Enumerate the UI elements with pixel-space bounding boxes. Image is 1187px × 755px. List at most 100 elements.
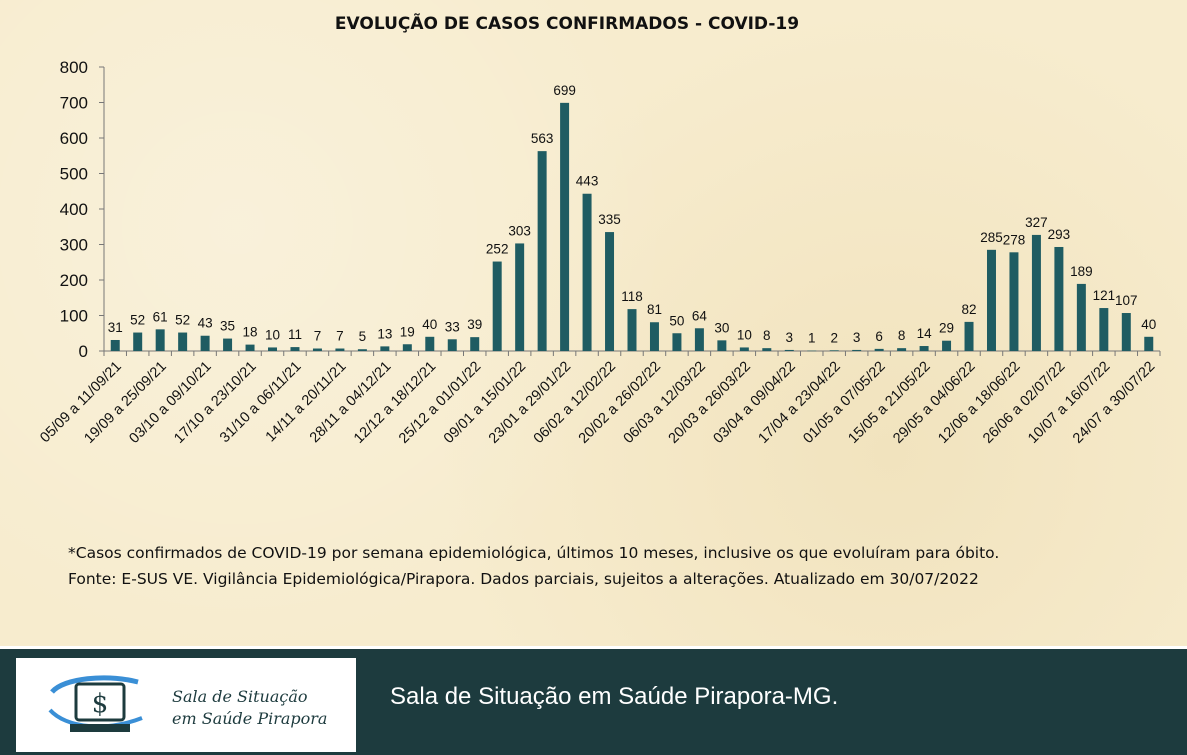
x-tick-label: 12/06 a 18/06/22	[935, 359, 1023, 447]
x-tick-label: 03/04 a 09/04/22	[711, 359, 799, 447]
data-label: 14	[917, 326, 933, 341]
data-label: 8	[898, 328, 906, 343]
bar-chart: EVOLUÇÃO DE CASOS CONFIRMADOS - COVID-19…	[37, 11, 1161, 447]
data-label: 11	[288, 327, 302, 342]
bar	[672, 333, 682, 351]
x-tick-label: 06/03 a 12/03/22	[621, 359, 709, 447]
bar	[492, 261, 502, 351]
x-tick-label: 12/12 a 18/12/21	[351, 359, 439, 447]
bar	[605, 232, 615, 351]
x-tick-label: 06/02 a 12/02/22	[531, 359, 619, 447]
bar	[380, 346, 390, 351]
bar	[560, 102, 570, 351]
bar	[1121, 313, 1131, 351]
data-label: 43	[198, 316, 213, 331]
x-tick-label: 09/01 a 15/01/22	[441, 359, 529, 447]
data-label: 699	[553, 83, 576, 98]
bar	[178, 332, 188, 351]
monitor-dollar-icon: $	[48, 675, 143, 732]
data-label: 3	[853, 330, 861, 345]
bar	[874, 348, 884, 351]
data-label: 252	[486, 242, 509, 257]
chart-footnote: *Casos confirmados de COVID-19 por seman…	[68, 544, 1000, 562]
bar	[897, 348, 907, 351]
bar	[470, 337, 480, 351]
bar	[268, 347, 278, 351]
data-label: 18	[243, 325, 258, 340]
x-tick-label: 15/05 a 21/05/22	[845, 359, 933, 447]
data-label: 50	[669, 313, 684, 328]
data-label: 5	[359, 329, 367, 344]
x-tick-label: 20/02 a 26/02/22	[576, 359, 664, 447]
data-label: 10	[265, 327, 280, 342]
x-tick-label: 25/12 a 01/01/22	[396, 359, 484, 447]
chart-title: EVOLUÇÃO DE CASOS CONFIRMADOS - COVID-19	[335, 11, 799, 34]
data-label: 1	[808, 331, 816, 346]
data-label: 335	[598, 212, 621, 227]
y-tick-label: 600	[60, 129, 88, 148]
bar	[425, 336, 435, 351]
data-label: 52	[175, 313, 190, 328]
bar	[447, 339, 457, 351]
bar	[807, 350, 817, 352]
chart-axes: 0 100 200 300 400 500 600 700 800	[60, 58, 1161, 361]
y-tick-label: 200	[60, 271, 88, 290]
x-tick-label: 29/05 a 04/06/22	[890, 359, 978, 447]
data-label: 40	[422, 317, 437, 332]
data-label: 7	[336, 329, 344, 344]
data-label: 285	[980, 230, 1003, 245]
bar	[245, 344, 255, 351]
bar	[1144, 336, 1154, 351]
svg-text:$: $	[92, 689, 109, 719]
bar	[582, 193, 592, 351]
y-tick-label: 100	[60, 307, 88, 326]
data-label: 278	[1003, 232, 1026, 247]
x-tick-label: 10/07 a 16/07/22	[1025, 359, 1113, 447]
bar	[402, 344, 412, 351]
data-label: 443	[576, 174, 599, 189]
logo: $ Sala de Situação em Saúde Pirapora	[16, 658, 356, 752]
bar	[694, 328, 704, 351]
bar	[1009, 252, 1019, 351]
data-label: 189	[1070, 264, 1093, 279]
logo-text-line2: em Saúde Pirapora	[172, 709, 328, 728]
bar	[919, 346, 929, 351]
bar	[762, 348, 772, 351]
data-label: 107	[1115, 293, 1138, 308]
data-label: 52	[130, 313, 145, 328]
data-label: 3	[786, 330, 794, 345]
y-tick-label: 0	[79, 342, 88, 361]
data-label: 563	[531, 131, 554, 146]
x-tick-label: 17/10 a 23/10/21	[171, 359, 259, 447]
bar	[312, 348, 322, 351]
x-tick-label: 03/10 a 09/10/21	[126, 359, 214, 447]
x-tick-label: 05/09 a 11/09/21	[37, 359, 125, 447]
data-label: 303	[508, 223, 531, 238]
x-tick-label: 20/03 a 26/03/22	[666, 359, 754, 447]
footer-title: Sala de Situação em Saúde Pirapora-MG.	[390, 683, 839, 710]
data-label: 61	[153, 309, 168, 324]
data-label: 13	[377, 326, 392, 341]
data-label: 6	[875, 329, 883, 344]
bar	[986, 249, 996, 351]
data-labels: 31 52 61 52 43 35 18 10 11 7 7 5 13 19 40 33 39252303563…	[108, 83, 1157, 346]
bar	[537, 151, 547, 351]
bar	[155, 329, 165, 351]
chart-source: Fonte: E-SUS VE. Vigilância Epidemiológi…	[68, 570, 979, 588]
bar	[133, 332, 143, 351]
x-tick-label: 14/11 a 20/11/21	[263, 359, 350, 446]
bar	[942, 340, 952, 351]
y-tick-label: 700	[60, 94, 88, 113]
bar	[223, 338, 233, 351]
data-label: 8	[763, 328, 771, 343]
bar	[1054, 246, 1064, 351]
x-tick-label: 01/05 a 07/05/22	[800, 359, 888, 447]
x-tick-label: 17/04 a 23/04/22	[755, 359, 843, 447]
x-tick-label: 24/07 a 30/07/22	[1070, 359, 1158, 447]
bar	[784, 349, 794, 351]
bar	[1099, 308, 1109, 351]
bar	[649, 322, 659, 351]
data-label: 118	[621, 289, 643, 304]
bar	[829, 350, 839, 351]
